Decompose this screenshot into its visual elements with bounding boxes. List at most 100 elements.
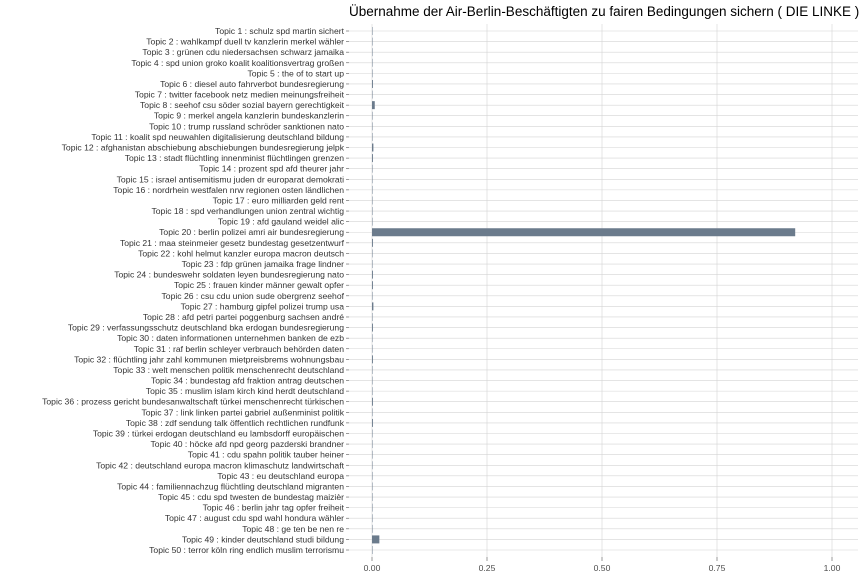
y-tick-label: Topic 26 : csu cdu union sude obergrenz … <box>162 291 345 301</box>
y-tick-label: Topic 31 : raf berlin schleyer verbrauch… <box>134 344 344 354</box>
y-tick-label: Topic 45 : cdu spd twesten de bundestag … <box>158 492 344 502</box>
y-tick-label: Topic 41 : cdu spahn politik tauber hein… <box>188 450 344 460</box>
y-axis-labels: Topic 1 : schulz spd martin sichertTopic… <box>42 26 349 555</box>
y-tick-label: Topic 2 : wahlkampf duell tv kanzlerin m… <box>146 37 344 47</box>
bar <box>372 143 374 152</box>
bar <box>372 323 373 332</box>
grid-lines <box>349 24 858 557</box>
y-tick-label: Topic 13 : stadt flüchtling innenminist … <box>125 153 344 163</box>
bar <box>372 408 373 417</box>
y-tick-label: Topic 11 : koalit spd neuwahlen digitali… <box>91 132 344 142</box>
x-axis-labels: 0.00 0.25 0.50 0.75 1.00 <box>364 557 841 573</box>
chart-title: Übernahme der Air-Berlin-Beschäftigten z… <box>349 4 859 19</box>
bar <box>372 281 373 290</box>
y-tick-label: Topic 47 : august cdu spd wahl hondura w… <box>165 513 344 523</box>
y-tick-label: Topic 1 : schulz spd martin sichert <box>215 26 345 36</box>
y-tick-label: Topic 12 : afghanistan abschiebung absch… <box>62 143 345 153</box>
y-tick-label: Topic 6 : diesel auto fahrverbot bundesr… <box>160 79 344 89</box>
y-tick-label: Topic 25 : frauen kinder männer gewalt o… <box>174 280 344 290</box>
bar <box>372 207 373 216</box>
y-tick-label: Topic 44 : familiennachzug flüchtling de… <box>117 481 344 491</box>
y-tick-label: Topic 30 : daten informationen unternehm… <box>117 333 344 343</box>
y-tick-label: Topic 39 : türkei erdogan deutschland eu… <box>93 428 344 438</box>
y-tick-label: Topic 33 : welt menschen politik mensche… <box>113 365 344 375</box>
bar <box>372 132 373 141</box>
bar <box>372 376 373 385</box>
y-tick-label: Topic 29 : verfassungsschutz deutschland… <box>68 323 344 333</box>
y-tick-label: Topic 43 : eu deutschland europa <box>217 471 344 481</box>
y-tick-label: Topic 7 : twitter facebook netz medien m… <box>135 90 345 100</box>
y-tick-label: Topic 37 : link linken partei gabriel au… <box>141 407 344 417</box>
bar <box>372 450 373 459</box>
bar <box>372 440 373 449</box>
bar <box>372 238 373 247</box>
y-tick-label: Topic 16 : nordrhein westfalen nrw regio… <box>113 185 344 195</box>
y-tick-label: Topic 9 : merkel angela kanzlerin bundes… <box>154 111 344 121</box>
bar <box>372 101 375 110</box>
bar <box>372 58 373 67</box>
bar <box>372 249 373 258</box>
bar <box>372 291 373 300</box>
y-tick-label: Topic 27 : hamburg gipfel polizei trump … <box>181 301 345 311</box>
bar <box>372 535 380 544</box>
y-tick-label: Topic 49 : kinder deutschland studi bild… <box>182 534 344 544</box>
bar <box>372 228 796 237</box>
bar <box>372 27 373 35</box>
x-tick-label: 0.00 <box>364 563 381 573</box>
bar <box>372 312 373 321</box>
x-tick-label: 1.00 <box>824 563 841 573</box>
y-tick-label: Topic 20 : berlin polizei amri air bunde… <box>159 227 344 237</box>
bar <box>372 260 373 269</box>
y-tick-label: Topic 22 : kohl helmut kanzler europa ma… <box>138 248 344 258</box>
bar <box>372 397 373 406</box>
bar <box>372 334 373 343</box>
y-tick-label: Topic 4 : spd union groko koalit koaliti… <box>131 58 344 68</box>
y-tick-label: Topic 17 : euro milliarden geld rent <box>213 195 345 205</box>
bar <box>372 79 373 88</box>
y-tick-label: Topic 19 : afd gauland weidel alic <box>218 217 345 227</box>
x-tick-label: 0.50 <box>594 563 611 573</box>
y-tick-label: Topic 15 : israel antisemitismu juden dr… <box>117 174 344 184</box>
y-tick-label: Topic 14 : prozent spd afd theurer jahr <box>199 164 344 174</box>
y-tick-label: Topic 42 : deutschland europa macron kli… <box>96 460 345 470</box>
y-tick-label: Topic 48 : ge ten be nen re <box>242 524 344 534</box>
y-tick-label: Topic 28 : afd petri partei poggenburg s… <box>143 312 344 322</box>
bar <box>372 387 373 396</box>
bar <box>372 503 373 512</box>
bar <box>372 48 373 57</box>
bar <box>372 175 373 184</box>
bar <box>372 365 373 374</box>
y-tick-label: Topic 10 : trump russland schröder sankt… <box>149 121 344 131</box>
y-tick-label: Topic 8 : seehof csu söder sozial bayern… <box>140 100 345 110</box>
y-tick-label: Topic 32 : flüchtling jahr zahl kommunen… <box>74 354 344 364</box>
bars <box>372 27 796 554</box>
bar <box>372 355 373 364</box>
bar <box>372 302 374 311</box>
y-tick-label: Topic 34 : bundestag afd fraktion antrag… <box>151 376 344 386</box>
bar <box>372 344 373 353</box>
bar <box>372 482 373 491</box>
bar <box>372 493 373 502</box>
y-tick-label: Topic 35 : muslim islam kirch kind herdt… <box>146 386 344 396</box>
bar <box>372 111 373 120</box>
y-tick-label: Topic 21 : maa steinmeier gesetz bundest… <box>120 238 345 248</box>
y-tick-label: Topic 40 : höcke afd npd georg pazderski… <box>151 439 345 449</box>
bar <box>372 546 373 554</box>
y-tick-label: Topic 24 : bundeswehr soldaten leyen bun… <box>114 270 344 280</box>
bar <box>372 514 373 523</box>
y-tick-label: Topic 5 : the of to start up <box>248 68 345 78</box>
bar <box>372 69 373 78</box>
y-tick-label: Topic 3 : grünen cdu niedersachsen schwa… <box>142 47 344 57</box>
bar <box>372 122 373 131</box>
y-tick-label: Topic 50 : terror köln ring endlich musl… <box>149 545 344 555</box>
bar <box>372 196 373 205</box>
y-tick-label: Topic 38 : zdf sendung talk öffentlich r… <box>126 418 345 428</box>
y-tick-label: Topic 46 : berlin jahr tag opfer freihei… <box>203 503 345 513</box>
bar <box>372 90 373 99</box>
bar <box>372 185 373 194</box>
bar <box>372 524 373 533</box>
bar <box>372 429 373 438</box>
bar <box>372 154 373 163</box>
y-tick-label: Topic 36 : prozess gericht bundesanwalts… <box>42 397 344 407</box>
